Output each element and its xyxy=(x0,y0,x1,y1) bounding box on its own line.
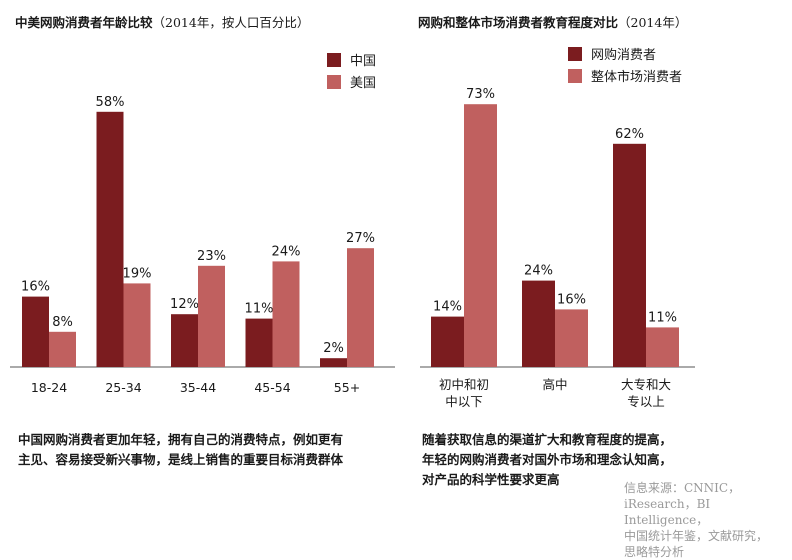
legend-label-online: 网购消费者 xyxy=(591,48,657,63)
chart-1-category-label-0-0: 初中和初 xyxy=(439,377,489,392)
legend-label-usa: 美国 xyxy=(350,76,377,91)
right-chart-title: 网购和整体市场消费者教育程度对比（2014年） xyxy=(418,12,687,31)
chart-1-category-label-2-1: 专以上 xyxy=(627,394,665,409)
left-caption: 中国网购消费者更加年轻，拥有自己的消费特点，例如更有 主见、容易接受新兴事物，是… xyxy=(18,430,343,470)
chart-1-category-label-2-0: 大专和大 xyxy=(621,377,671,392)
legend-label-overall: 整体市场消费者 xyxy=(591,70,683,85)
left-chart-title-main: 中美网购消费者年龄比较 xyxy=(15,15,153,30)
chart-0-category-label-0-0: 18-24 xyxy=(31,380,67,395)
chart-0-bar-0-1 xyxy=(96,111,124,367)
chart-0-bar-0-3 xyxy=(245,318,273,367)
chart-0-data-label-1-4: 27% xyxy=(346,231,375,246)
chart-0-data-label-0-2: 12% xyxy=(170,297,199,312)
right-chart-title-main: 网购和整体市场消费者教育程度对比 xyxy=(418,15,619,30)
chart-0-category-label-2-0: 35-44 xyxy=(180,380,216,395)
right-caption-line-2: 年轻的网购消费者对国外市场和理念认知高， xyxy=(422,452,673,467)
chart-1-data-label-0-2: 62% xyxy=(615,127,644,142)
chart-1-bar-1-1 xyxy=(555,309,588,367)
left-chart-title: 中美网购消费者年龄比较（2014年，按人口百分比） xyxy=(15,12,309,31)
source-line-4: 思略特分析 xyxy=(624,545,685,559)
left-legend-item-usa: 美国 xyxy=(327,72,376,91)
left-caption-line-2: 主见、容易接受新兴事物，是线上销售的重要目标消费群体 xyxy=(18,452,344,467)
chart-1-bar-1-0 xyxy=(464,104,497,367)
chart-1-bar-1-2 xyxy=(646,327,679,367)
chart-0-bar-1-2 xyxy=(198,265,225,367)
right-caption-line-3: 对产品的科学性要求更高 xyxy=(422,472,560,487)
source-line-1: 信息来源：CNNIC， xyxy=(624,481,741,495)
right-chart-title-sub: （2014年） xyxy=(618,15,688,30)
left-legend-item-china: 中国 xyxy=(327,50,376,69)
chart-1-data-label-1-0: 73% xyxy=(466,87,495,102)
source-line-3: 中国统计年鉴，文献研究， xyxy=(624,529,769,543)
left-chart-title-sub: （2014年，按人口百分比） xyxy=(152,15,310,30)
chart-1-data-label-1-2: 11% xyxy=(648,310,677,325)
chart-0-data-label-0-3: 11% xyxy=(245,302,274,317)
chart-1-bar-0-0 xyxy=(431,316,464,367)
legend-label-china: 中国 xyxy=(350,54,377,69)
chart-0-bar-1-4 xyxy=(347,248,374,367)
chart-0-data-label-1-2: 23% xyxy=(197,249,226,264)
chart-0-category-label-4-0: 55+ xyxy=(334,380,360,395)
legend-swatch-usa xyxy=(327,74,341,89)
chart-0-bar-1-3 xyxy=(272,261,300,367)
chart-0-data-label-0-0: 16% xyxy=(21,280,50,295)
chart-1-bar-0-2 xyxy=(613,143,646,367)
legend-swatch-overall xyxy=(568,68,582,83)
chart-1-category-label-0-1: 中以下 xyxy=(445,394,483,409)
chart-1-data-label-1-1: 16% xyxy=(557,292,586,307)
chart-0-data-label-1-0: 8% xyxy=(52,315,73,330)
chart-0-data-label-1-1: 19% xyxy=(123,266,152,281)
right-legend-item-overall: 整体市场消费者 xyxy=(568,66,682,85)
right-caption: 随着获取信息的渠道扩大和教育程度的提高， 年轻的网购消费者对国外市场和理念认知高… xyxy=(422,430,672,490)
chart-0-data-label-1-3: 24% xyxy=(272,244,301,259)
chart-1-category-label-1-0: 高中 xyxy=(542,377,567,392)
legend-swatch-china xyxy=(327,52,341,67)
chart-0-data-label-0-1: 58% xyxy=(96,95,125,110)
right-legend-item-online: 网购消费者 xyxy=(568,44,656,63)
source-note: 信息来源：CNNIC， iResearch，BI Intelligence， 中… xyxy=(624,480,792,560)
chart-0-bar-0-0 xyxy=(22,296,49,367)
chart-1-data-label-0-0: 14% xyxy=(433,300,462,315)
chart-0-bar-0-4 xyxy=(320,358,347,367)
right-caption-line-1: 随着获取信息的渠道扩大和教育程度的提高， xyxy=(422,432,673,447)
chart-0-bar-1-1 xyxy=(123,283,151,367)
legend-swatch-online xyxy=(568,46,582,61)
chart-0-category-label-3-0: 45-54 xyxy=(254,380,290,395)
source-line-2: iResearch，BI Intelligence， xyxy=(624,497,711,527)
chart-1-bar-0-1 xyxy=(522,280,555,367)
left-caption-line-1: 中国网购消费者更加年轻，拥有自己的消费特点，例如更有 xyxy=(18,432,344,447)
chart-0-data-label-0-4: 2% xyxy=(323,341,344,356)
chart-1-data-label-0-1: 24% xyxy=(524,264,553,279)
chart-0-category-label-1-0: 25-34 xyxy=(105,380,141,395)
chart-0-bar-0-2 xyxy=(171,314,198,367)
chart-0-bar-1-0 xyxy=(49,331,76,367)
